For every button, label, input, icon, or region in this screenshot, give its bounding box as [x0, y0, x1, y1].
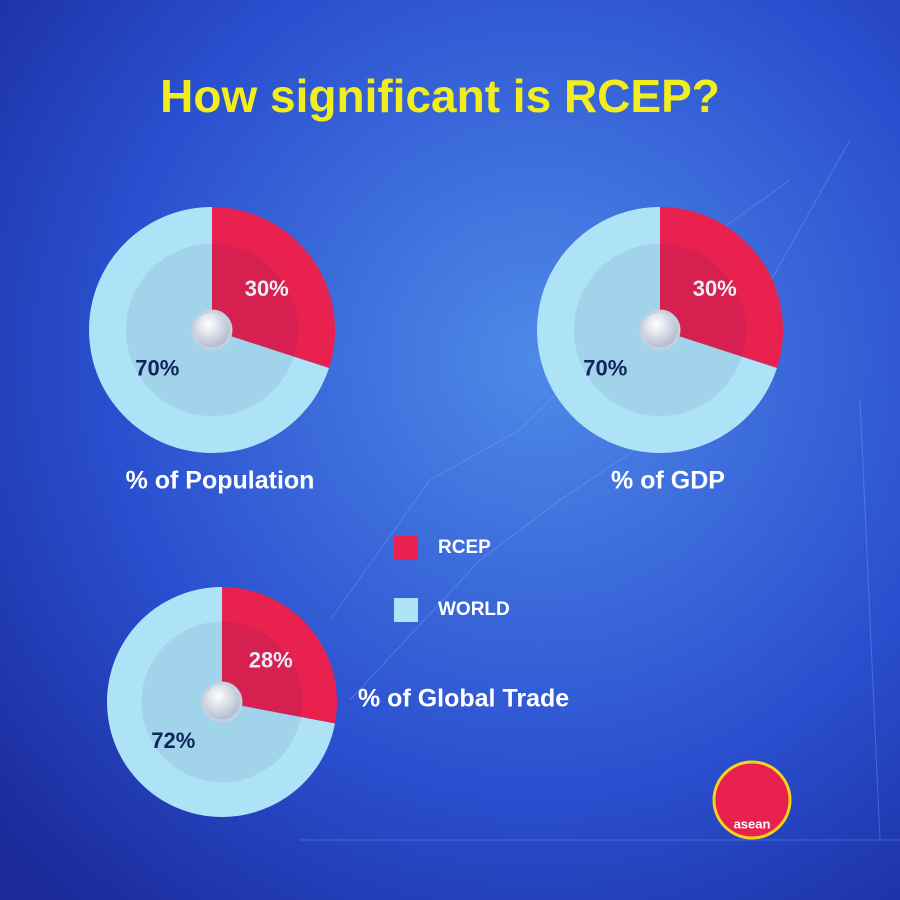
chart-title: % of GDP [611, 467, 725, 495]
title: How significant is RCEP? [160, 70, 720, 122]
legend-swatch [394, 536, 418, 560]
chart-title: % of Population [126, 467, 315, 495]
logo-badge [712, 760, 792, 840]
slice-label: 28% [249, 647, 293, 672]
slice-label: 70% [135, 356, 179, 381]
logo-text: asean [734, 816, 771, 831]
chart-title: % of Global Trade [358, 685, 569, 713]
legend-swatch [394, 598, 418, 622]
legend-label: RCEP [438, 537, 491, 558]
slice-label: 70% [583, 356, 627, 381]
center-knob [191, 309, 233, 351]
center-knob [201, 681, 243, 723]
center-knob [639, 309, 681, 351]
pie-slice [212, 207, 336, 369]
slice-label: 30% [245, 276, 289, 301]
slice-label: 72% [151, 728, 195, 753]
decoration [300, 139, 900, 841]
pie-slice [222, 587, 337, 724]
pie-slice [660, 207, 784, 369]
legend-label: WORLD [438, 599, 510, 620]
logo: asean [712, 760, 792, 840]
slice-label: 30% [693, 276, 737, 301]
